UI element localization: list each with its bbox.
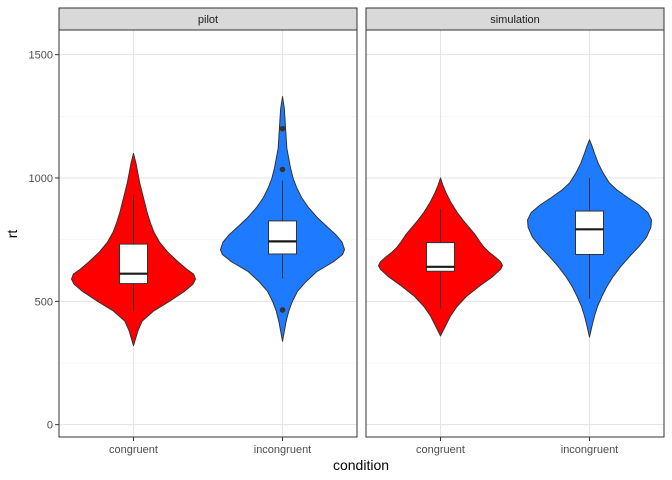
x-tick-label-incongruent: incongruent — [254, 444, 312, 456]
panel-border-simulation — [365, 29, 665, 438]
y-axis-title: rt — [4, 230, 20, 239]
y-tick-label: 500 — [35, 296, 53, 308]
marks-simulation — [378, 139, 652, 338]
x-tick-label-congruent: congruent — [109, 444, 158, 456]
x-axis: congruent incongruent congruent incongruent — [109, 437, 618, 456]
box-pilot-incongruent — [268, 220, 297, 255]
facet-label-simulation: simulation — [490, 14, 540, 26]
facet-panel-simulation: simulation — [365, 7, 665, 438]
outlier-point — [279, 307, 286, 313]
marks-pilot — [71, 96, 345, 347]
box-pilot-congruent — [119, 243, 148, 285]
y-tick-label: 1500 — [29, 50, 53, 62]
x-axis-title: condition — [333, 457, 389, 473]
facet-label-pilot: pilot — [198, 14, 218, 26]
y-tick-label: 0 — [47, 420, 53, 432]
outlier-point — [279, 166, 286, 173]
panel-border-pilot — [58, 29, 358, 438]
y-axis: 0 500 1000 1500 — [29, 50, 59, 432]
y-tick-label: 1000 — [29, 173, 53, 185]
x-tick-label-incongruent: incongruent — [561, 444, 619, 456]
outlier-point — [279, 125, 286, 132]
facet-panel-pilot: pilot — [58, 7, 358, 438]
box-simulation-incongruent — [575, 210, 604, 255]
x-tick-label-congruent: congruent — [416, 444, 465, 456]
